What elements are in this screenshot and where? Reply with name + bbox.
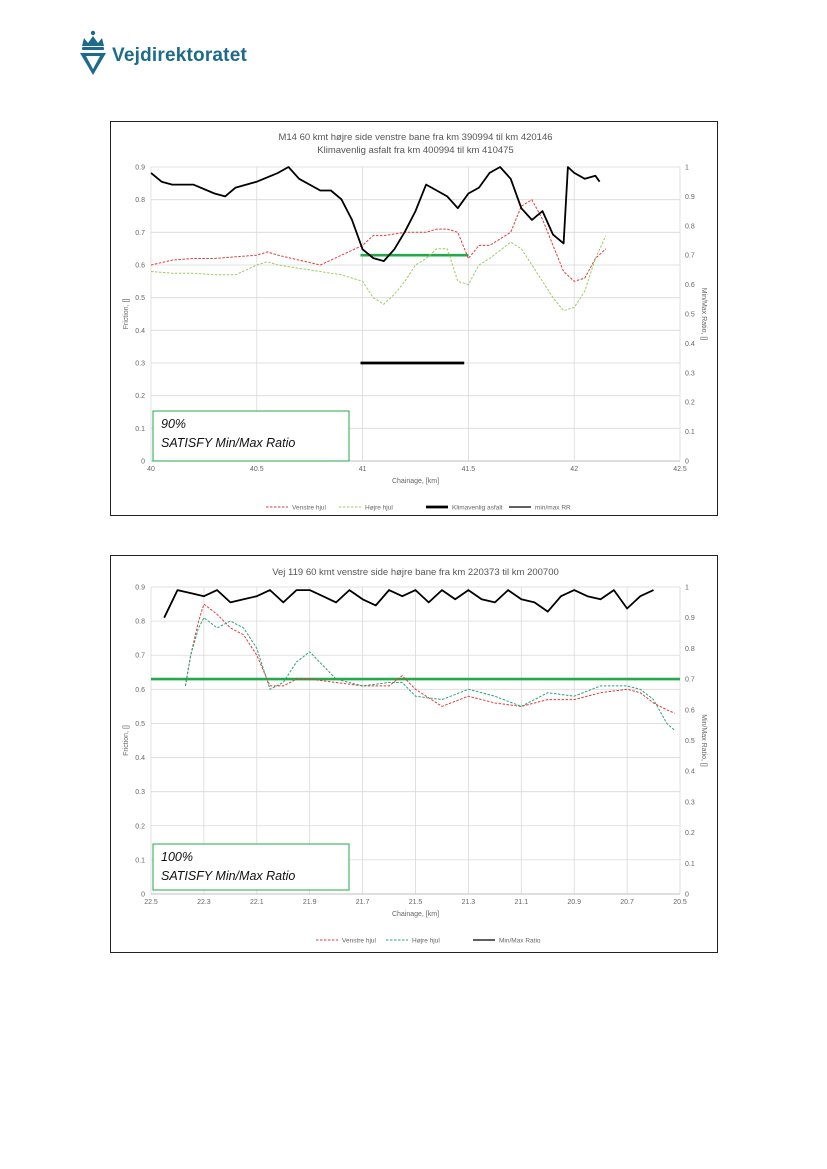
annotation-percent: 100%	[161, 850, 193, 864]
y-tick-label: 0.9	[135, 165, 145, 172]
y2-tick-label: 0.5	[685, 738, 695, 745]
y2-tick-label: 1	[685, 585, 689, 592]
y-axis-label: Friction, []	[123, 725, 130, 756]
annotation-percent: 90%	[161, 417, 186, 431]
y2-tick-label: 0.9	[685, 615, 695, 622]
legend-label-2: Klimavenlig asfalt	[452, 505, 503, 512]
y-tick-label: 0.6	[135, 687, 145, 694]
y-tick-label: 0.1	[135, 857, 145, 864]
legend-label-1: Højre hjul	[412, 938, 440, 945]
x-tick-label: 41.5	[462, 466, 476, 473]
legend-label-0: Venstre hjul	[342, 938, 377, 945]
y2-tick-label: 0.6	[685, 282, 695, 289]
logo-text: Vejdirektoratet	[112, 45, 247, 66]
y-tick-label: 0.1	[135, 426, 145, 433]
x-tick-label: 41	[359, 466, 367, 473]
chart-1: M14 60 kmt højre side venstre bane fra k…	[123, 132, 707, 512]
y2-tick-label: 0	[685, 892, 689, 899]
annotation-box	[152, 843, 350, 891]
x-tick-label: 21.9	[303, 899, 317, 906]
y-tick-label: 0.4	[135, 328, 145, 335]
y-tick-label: 0.3	[135, 361, 145, 368]
chart-title: M14 60 kmt højre side venstre bane fra k…	[278, 132, 552, 143]
y2-tick-label: 0.9	[685, 194, 695, 201]
chart-2: Vej 119 60 kmt venstre side højre bane f…	[123, 567, 707, 945]
y2-tick-label: 0.8	[685, 646, 695, 653]
x-tick-label: 21.1	[514, 899, 528, 906]
x-tick-label: 20.7	[620, 899, 634, 906]
x-tick-label: 42.5	[673, 466, 687, 473]
y2-tick-label: 0.7	[685, 253, 695, 260]
y-tick-label: 0.7	[135, 230, 145, 237]
y2-tick-label: 0.6	[685, 707, 695, 714]
chart-title: Vej 119 60 kmt venstre side højre bane f…	[272, 567, 559, 578]
y-tick-label: 0.8	[135, 197, 145, 204]
y-tick-label: 0.7	[135, 653, 145, 660]
x-tick-label: 20.5	[673, 899, 687, 906]
annotation-box	[152, 410, 350, 462]
y2-tick-label: 0.3	[685, 799, 695, 806]
x-tick-label: 22.5	[144, 899, 158, 906]
y2-tick-label: 0.4	[685, 769, 695, 776]
y2-tick-label: 0.1	[685, 861, 695, 868]
y-tick-label: 0.5	[135, 295, 145, 302]
x-tick-label: 21.3	[462, 899, 476, 906]
y2-tick-label: 0	[685, 459, 689, 466]
annotation-text: SATISFY Min/Max Ratio	[161, 436, 295, 450]
y-tick-label: 0	[141, 892, 145, 899]
chart-1-frame: M14 60 kmt højre side venstre bane fra k…	[110, 121, 718, 516]
y-tick-label: 0.2	[135, 393, 145, 400]
x-tick-label: 21.7	[356, 899, 370, 906]
annotation-text: SATISFY Min/Max Ratio	[161, 869, 295, 883]
x-tick-label: 42	[570, 466, 578, 473]
y2-tick-label: 0.5	[685, 312, 695, 319]
series-line-3	[150, 166, 601, 263]
legend-label-2: Min/Max Ratio	[499, 938, 541, 945]
y2-tick-label: 0.2	[685, 830, 695, 837]
legend-label-3: min/max RR	[535, 505, 571, 512]
x-tick-label: 22.1	[250, 899, 264, 906]
x-tick-label: 40	[147, 466, 155, 473]
chart-subtitle: Klimavenlig asfalt fra km 400994 til km …	[317, 145, 513, 156]
y-tick-label: 0.6	[135, 263, 145, 270]
legend-label-0: Venstre hjul	[292, 505, 327, 512]
y-tick-label: 0.2	[135, 823, 145, 830]
series-line-2	[163, 589, 654, 619]
series-line-0	[184, 603, 675, 714]
series-line-0	[150, 199, 607, 282]
x-tick-label: 20.9	[567, 899, 581, 906]
crown-shield-icon	[80, 30, 106, 75]
y2-tick-label: 0.1	[685, 429, 695, 436]
y2-axis-label: Min/Max Ratio, []	[700, 714, 707, 767]
chart-2-frame: Vej 119 60 kmt venstre side højre bane f…	[110, 555, 718, 953]
y2-axis-label: Min/Max Ratio, []	[700, 288, 707, 341]
series-line-1	[150, 235, 607, 312]
y-axis-label: Friction, []	[123, 299, 130, 330]
series-line-1	[184, 617, 676, 731]
x-tick-label: 40.5	[250, 466, 264, 473]
y2-tick-label: 0.3	[685, 370, 695, 377]
legend-label-1: Højre hjul	[365, 505, 393, 512]
y2-tick-label: 0.4	[685, 341, 695, 348]
y-tick-label: 0.9	[135, 585, 145, 592]
x-axis-label: Chainage, [km]	[392, 911, 439, 918]
y-tick-label: 0.5	[135, 721, 145, 728]
x-axis-label: Chainage, [km]	[392, 478, 439, 485]
y2-tick-label: 1	[685, 165, 689, 172]
x-tick-label: 22.3	[197, 899, 211, 906]
y2-tick-label: 0.7	[685, 677, 695, 684]
y-tick-label: 0.4	[135, 755, 145, 762]
x-tick-label: 21.5	[409, 899, 423, 906]
y-tick-label: 0.8	[135, 619, 145, 626]
y-tick-label: 0.3	[135, 789, 145, 796]
y2-tick-label: 0.8	[685, 223, 695, 230]
logo: Vejdirektoratet	[78, 30, 247, 76]
y-tick-label: 0	[141, 459, 145, 466]
y2-tick-label: 0.2	[685, 400, 695, 407]
